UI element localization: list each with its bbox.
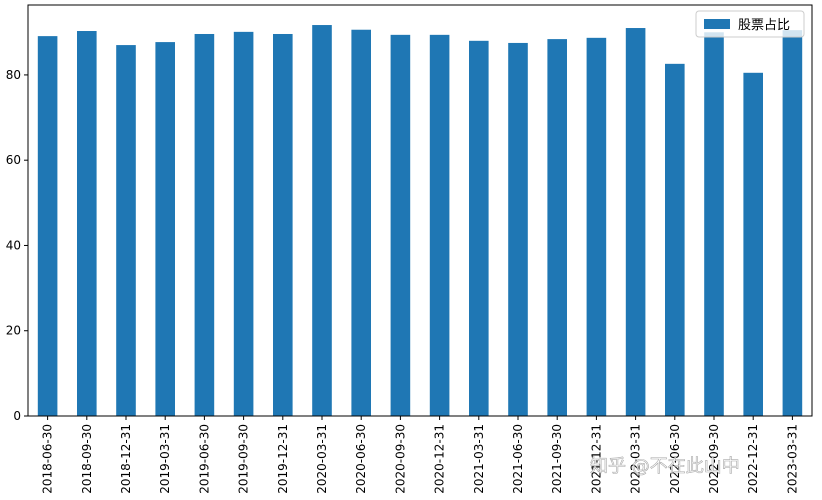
x-tick-label: 2021-03-31 [472,424,486,494]
bar [508,42,528,417]
bar [704,32,724,416]
bar [586,37,607,417]
x-tick-label: 2021-12-31 [589,424,603,494]
y-tick-label: 0 [13,409,21,423]
bar [233,31,254,417]
y-tick-label: 80 [6,68,21,82]
x-tick-label: 2018-09-30 [80,424,94,494]
bar [625,28,646,416]
bar [782,30,803,416]
bar [429,34,450,417]
plot-frame [27,4,813,417]
x-tick-label: 2020-03-31 [315,424,329,494]
bar [273,33,293,417]
x-tick-label: 2022-09-30 [707,424,721,494]
watermark: 知乎 @不在此山中 [590,456,740,477]
y-tick-label: 60 [6,153,21,167]
bar [37,36,58,416]
x-tick-label: 2018-12-31 [119,424,133,494]
bar [194,33,215,417]
bar [469,40,489,416]
legend-box [695,10,805,38]
bar [743,72,763,416]
y-tick-label: 20 [6,324,21,338]
x-tick-label: 2020-09-30 [393,424,407,494]
x-tick-label: 2022-06-30 [668,424,682,494]
bar [312,25,332,416]
x-tick-label: 2020-12-31 [433,424,447,494]
x-tick-label: 2022-12-31 [746,424,760,494]
bar [116,45,136,417]
bar [155,42,175,417]
x-tick-label: 2023-03-31 [785,424,799,494]
legend-label: 股票占比 [738,18,790,33]
x-tick-label: 2021-09-30 [550,424,564,494]
bar [77,31,97,416]
bar [547,39,567,417]
bar [390,34,411,417]
x-tick-label: 2020-06-30 [354,424,368,494]
x-tick-label: 2019-06-30 [197,424,211,494]
y-tick-label: 40 [6,238,21,252]
bar [665,63,685,417]
x-tick-label: 2019-12-31 [276,424,290,494]
x-tick-label: 2019-09-30 [237,424,251,494]
x-tick-label: 2019-03-31 [158,424,172,494]
bar [351,29,371,417]
x-tick-label: 2022-03-31 [629,424,643,494]
x-tick-label: 2021-06-30 [511,424,525,494]
x-tick-label: 2018-06-30 [41,424,55,494]
legend-swatch [704,19,730,29]
